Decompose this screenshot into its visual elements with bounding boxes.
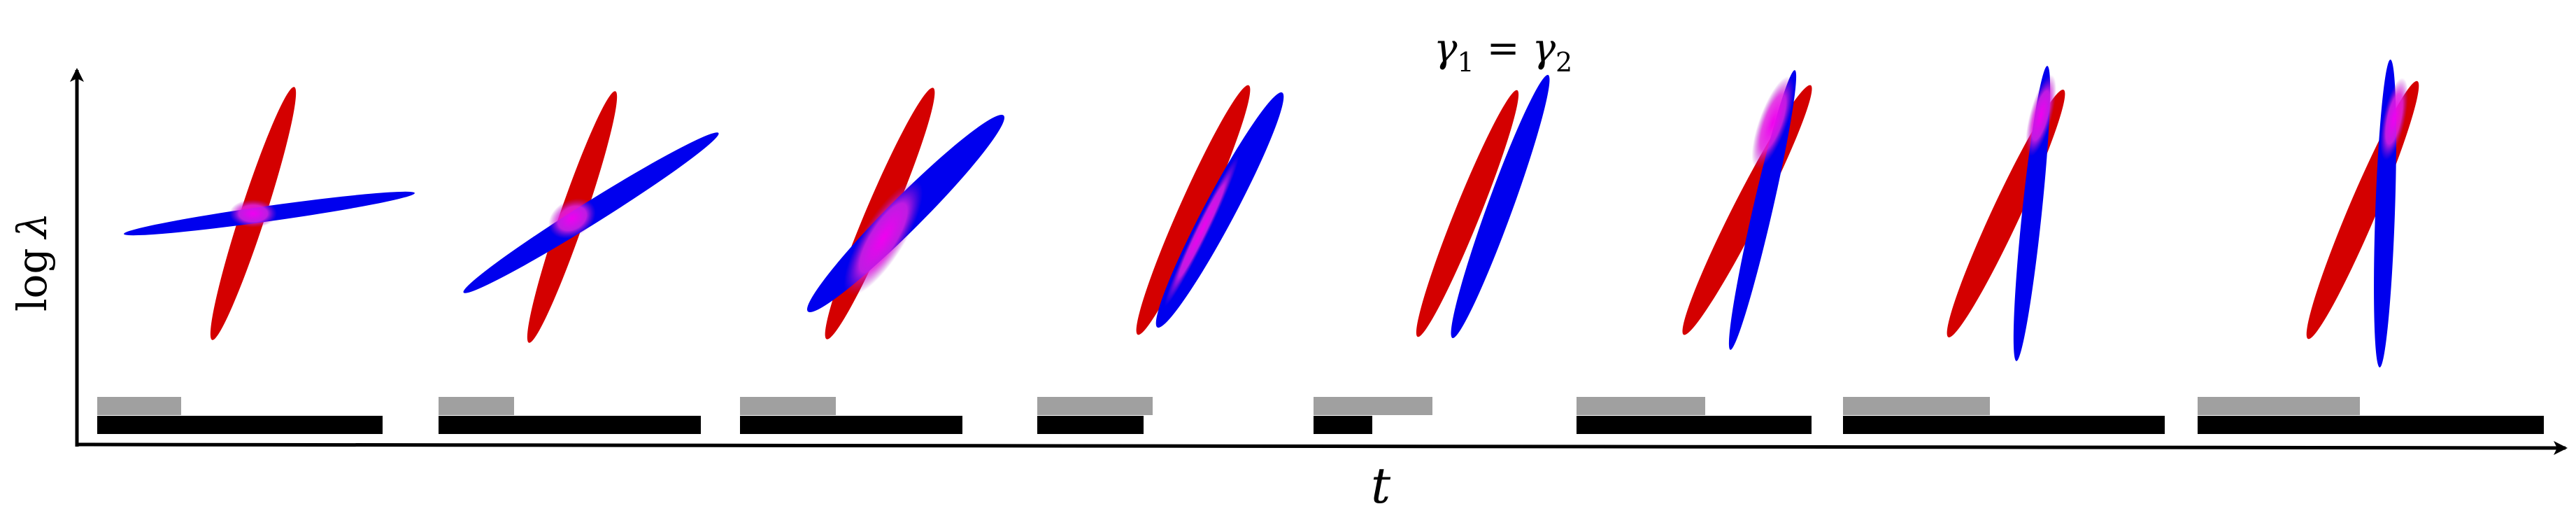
x-axis [75,440,2568,455]
stage-6-overlap [1751,76,1795,169]
stage-6 [1577,70,1812,434]
stage-4 [1037,85,1284,434]
stage-8 [2198,59,2544,434]
stage-5-red-ellipse [1416,90,1519,337]
stage-7 [1843,66,2165,434]
stage-8-black-bar [2198,416,2544,434]
stage-1-black-bar [97,416,383,434]
stage-8-overlap [2379,78,2409,160]
stage-6-gray-bar [1577,397,1705,415]
stage-5 [1314,74,1550,434]
stage-7-overlap [2026,74,2056,157]
stage-4-gray-bar [1037,397,1153,415]
stage-7-red-ellipse [1947,90,2065,337]
stage-4-black-bar [1037,416,1144,434]
stage-1-gray-bar [97,397,181,415]
stage-4-red-ellipse [1136,85,1251,335]
stage-6-black-bar [1577,416,1812,434]
stage-1 [97,87,415,434]
stage-3-black-bar [740,416,962,434]
stage-5-black-bar [1314,416,1372,434]
stage-3-gray-bar [740,397,836,415]
stage-2-gray-bar [439,397,514,415]
stage-5-gray-bar [1314,397,1432,415]
x-axis-label: t [1371,457,1391,514]
stage-7-black-bar [1843,416,2165,434]
diagram-title: γ1 = γ2 [1434,26,1572,78]
stage-8-gray-bar [2198,397,2360,415]
y-axis-label-var: λ [8,213,56,240]
title-operator: = [1487,26,1520,71]
stage-8-red-ellipse [2306,80,2419,340]
stage-3 [740,88,1005,434]
stage-1-overlap [229,200,277,227]
title-rhs-symbol: γ [1532,26,1556,71]
stage-7-gray-bar [1843,397,1990,415]
stage-2 [439,91,719,434]
stage-2-overlap [548,198,596,239]
stage-2-black-bar [439,416,701,434]
y-axis-label: log λ [8,213,56,312]
title-lhs-subscript: 1 [1457,47,1474,78]
stage-4-overlap [1164,155,1239,307]
stage-3-overlap [844,180,923,296]
title-lhs-symbol: γ [1434,26,1458,71]
stage-5-blue-ellipse [1451,74,1550,339]
y-axis-label-func: log [8,248,56,312]
title-rhs-subscript: 2 [1556,47,1572,78]
